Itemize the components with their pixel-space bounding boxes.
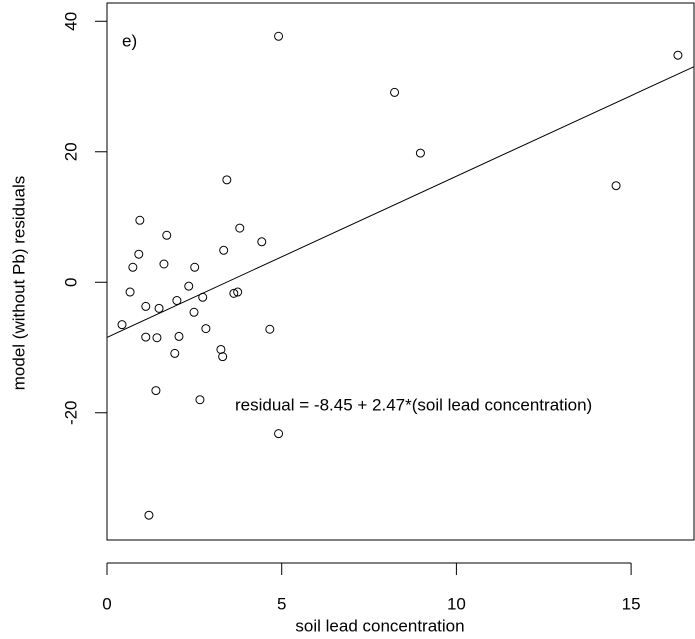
point: [144, 510, 154, 520]
point: [128, 262, 138, 272]
point: [611, 181, 621, 191]
point: [218, 352, 228, 362]
point: [141, 301, 151, 311]
x-axis-label: soil lead concentration: [295, 616, 464, 635]
point: [219, 245, 229, 255]
point: [159, 259, 169, 269]
x-tick-label: 10: [447, 594, 466, 613]
point: [222, 175, 232, 185]
point: [141, 332, 151, 342]
point: [170, 348, 180, 358]
point: [235, 223, 245, 233]
point: [151, 386, 161, 396]
point: [257, 237, 267, 247]
point: [673, 50, 683, 60]
panel-label: e): [122, 31, 137, 50]
point: [154, 303, 164, 313]
y-tick-label: 40: [61, 12, 80, 31]
point: [135, 215, 145, 225]
y-tick-label: -20: [61, 400, 80, 425]
annotation: residual = -8.45 + 2.47*(soil lead conce…: [235, 395, 592, 414]
point: [216, 344, 226, 354]
y-axis-label: model (without Pb) residuals: [9, 176, 28, 390]
point: [265, 324, 275, 334]
point: [195, 395, 205, 405]
point: [174, 331, 184, 341]
point: [125, 287, 135, 297]
point: [172, 296, 182, 306]
point: [184, 281, 194, 291]
point: [229, 288, 239, 298]
y-tick-label: 0: [61, 278, 80, 287]
point: [201, 324, 211, 334]
point: [274, 429, 284, 439]
y-tick-label: 20: [61, 142, 80, 161]
point: [117, 320, 127, 330]
point: [152, 333, 162, 343]
point: [189, 307, 199, 317]
point: [274, 31, 284, 41]
point: [162, 230, 172, 240]
point: [198, 292, 208, 302]
x-tick-label: 0: [102, 594, 111, 613]
point: [134, 249, 144, 259]
point: [390, 87, 400, 97]
point: [415, 148, 425, 158]
x-tick-label: 5: [277, 594, 286, 613]
point: [233, 287, 243, 297]
point: [190, 262, 200, 272]
regression-line: [106, 66, 695, 338]
x-tick-label: 15: [622, 594, 641, 613]
